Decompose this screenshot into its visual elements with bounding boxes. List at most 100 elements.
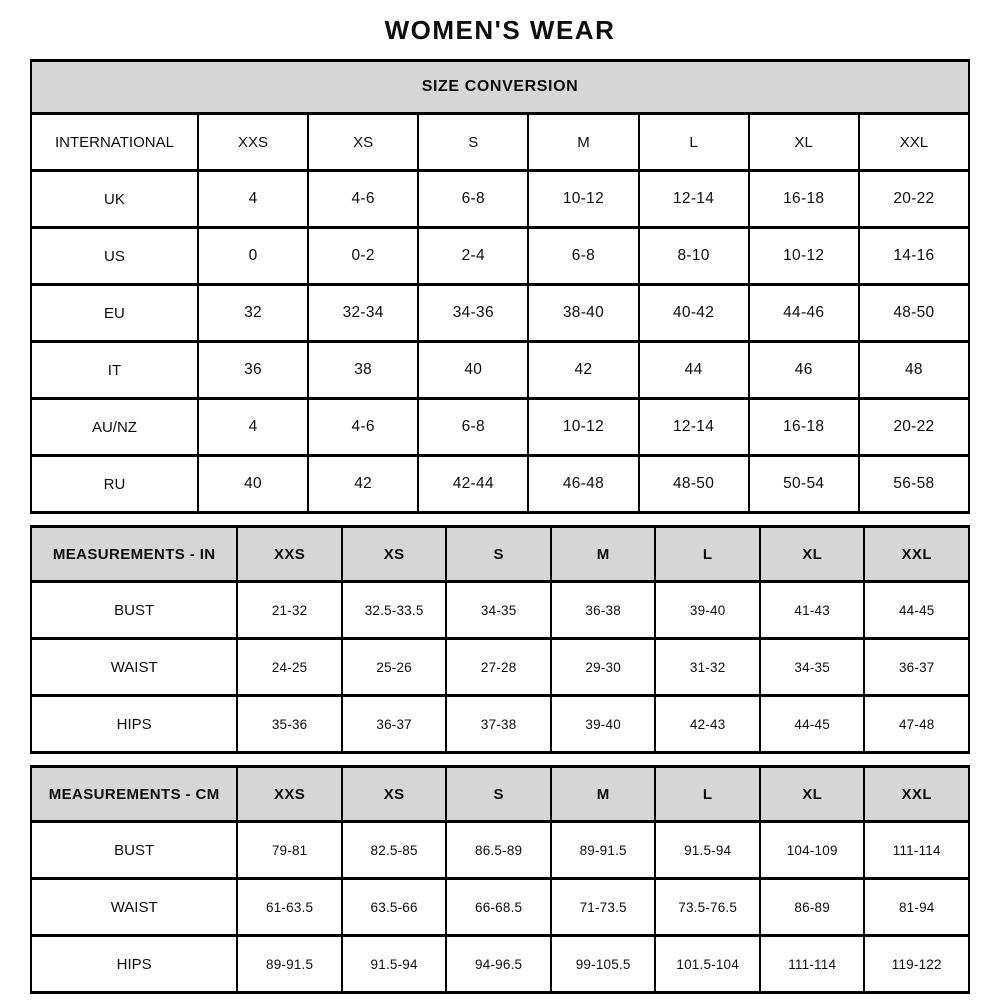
measurements-in-waist-l: 31-32 bbox=[654, 637, 761, 697]
measurements-in-bust-xxs: 21-32 bbox=[236, 580, 343, 640]
size-conversion-label-au-nz: AU/NZ bbox=[30, 397, 199, 457]
size-conversion-row-it: IT 36 38 40 42 44 46 48 bbox=[30, 340, 971, 400]
measurements-in-waist-s: 27-28 bbox=[445, 637, 552, 697]
measurements-cm-hips-m: 99-105.5 bbox=[549, 934, 657, 994]
measurements-cm-bust-xxs: 79-81 bbox=[236, 820, 343, 880]
size-conversion-us-l: 8-10 bbox=[637, 226, 750, 286]
measurements-cm-row-bust: BUST 79-81 82.5-85 86.5-89 89-91.5 91.5-94 104… bbox=[29, 820, 970, 880]
measurements-in-hips-xs: 36-37 bbox=[340, 694, 448, 754]
measurements-cm-bust-l: 91.5-94 bbox=[654, 820, 761, 880]
size-conversion-uk-xs: 4-6 bbox=[307, 169, 420, 229]
size-conversion-label-us: US bbox=[30, 226, 199, 286]
measurements-in-waist-xxl: 36-37 bbox=[863, 637, 970, 697]
size-conversion-it-xl: 46 bbox=[747, 340, 860, 400]
measurements-in-waist-xl: 34-35 bbox=[758, 637, 866, 697]
measurements-cm-bust-s: 86.5-89 bbox=[445, 820, 552, 880]
size-conversion-label-ru: RU bbox=[30, 454, 199, 514]
size-conversion-uk-s: 6-8 bbox=[417, 169, 530, 229]
size-conversion-eu-xl: 44-46 bbox=[747, 283, 860, 343]
measurements-in-hips-xxl: 47-48 bbox=[863, 694, 970, 754]
size-conversion-row-uk: UK 4 4-6 6-8 10-12 12-14 16-18 20-22 bbox=[30, 169, 971, 229]
measurements-in-label-waist: WAIST bbox=[29, 637, 239, 697]
size-conversion-header-xxs: XXS bbox=[196, 112, 310, 172]
size-conversion-uk-l: 12-14 bbox=[637, 169, 750, 229]
size-conversion-us-xl: 10-12 bbox=[747, 226, 860, 286]
size-conversion-header-xxl: XXL bbox=[857, 112, 971, 172]
size-conversion-it-m: 42 bbox=[527, 340, 640, 400]
measurements-in-label-hips: HIPS bbox=[29, 694, 239, 754]
size-conversion-banner: SIZE CONVERSION bbox=[30, 59, 970, 115]
size-conversion-ru-l: 48-50 bbox=[637, 454, 750, 514]
measurements-in-header-m: M bbox=[549, 525, 657, 583]
size-conversion-us-xs: 0-2 bbox=[307, 226, 420, 286]
measurements-cm-waist-s: 66-68.5 bbox=[445, 877, 552, 937]
measurements-in-hips-m: 39-40 bbox=[549, 694, 657, 754]
measurements-in-bust-xl: 41-43 bbox=[758, 580, 866, 640]
size-conversion-table: SIZE CONVERSION INTERNATIONAL XXS XS S M L XL XX… bbox=[30, 59, 971, 514]
size-conversion-header-xl: XL bbox=[747, 112, 860, 172]
size-conversion-it-s: 40 bbox=[417, 340, 530, 400]
measurements-cm-waist-xxl: 81-94 bbox=[863, 877, 970, 937]
size-conversion-header-m: M bbox=[527, 112, 640, 172]
measurements-cm-bust-xxl: 111-114 bbox=[863, 820, 970, 880]
size-conversion-it-xs: 38 bbox=[307, 340, 420, 400]
size-conversion-eu-m: 38-40 bbox=[527, 283, 640, 343]
measurements-in-table: MEASUREMENTS - IN XXS XS S M L XL XXL BUST 21-32 3… bbox=[29, 525, 970, 754]
measurements-cm-waist-xs: 63.5-66 bbox=[340, 877, 448, 937]
measurements-cm-label-hips: HIPS bbox=[29, 934, 239, 994]
measurements-cm-hips-s: 94-96.5 bbox=[445, 934, 552, 994]
measurements-cm-bust-m: 89-91.5 bbox=[549, 820, 657, 880]
measurements-cm-header-xxl: XXL bbox=[863, 765, 970, 823]
measurements-in-header-s: S bbox=[445, 525, 552, 583]
measurements-cm-hips-xxl: 119-122 bbox=[863, 934, 970, 994]
measurements-cm-label-waist: WAIST bbox=[29, 877, 239, 937]
measurements-cm-header-xl: XL bbox=[758, 765, 866, 823]
size-conversion-label-uk: UK bbox=[30, 169, 199, 229]
size-conversion-uk-m: 10-12 bbox=[527, 169, 640, 229]
size-conversion-au-nz-xxl: 20-22 bbox=[857, 397, 971, 457]
measurements-in-header-xs: XS bbox=[340, 525, 448, 583]
size-conversion-it-xxl: 48 bbox=[857, 340, 971, 400]
measurements-in-header-xxl: XXL bbox=[863, 525, 970, 583]
size-conversion-uk-xl: 16-18 bbox=[747, 169, 860, 229]
size-conversion-eu-s: 34-36 bbox=[417, 283, 530, 343]
measurements-in-bust-m: 36-38 bbox=[549, 580, 657, 640]
size-conversion-eu-xxs: 32 bbox=[196, 283, 310, 343]
measurements-in-waist-xxs: 24-25 bbox=[236, 637, 343, 697]
measurements-cm-hips-xs: 91.5-94 bbox=[340, 934, 448, 994]
measurements-in-row-waist: WAIST 24-25 25-26 27-28 29-30 31-32 34-35 36-37 bbox=[29, 637, 970, 697]
size-conversion-ru-xs: 42 bbox=[307, 454, 420, 514]
size-conversion-au-nz-xxs: 4 bbox=[196, 397, 310, 457]
size-conversion-ru-m: 46-48 bbox=[527, 454, 640, 514]
size-conversion-it-l: 44 bbox=[637, 340, 750, 400]
measurements-cm-header-xxs: XXS bbox=[236, 765, 343, 823]
measurements-in-waist-xs: 25-26 bbox=[340, 637, 448, 697]
size-conversion-header-s: S bbox=[417, 112, 530, 172]
size-conversion-ru-xxl: 56-58 bbox=[857, 454, 971, 514]
measurements-in-header-xxs: XXS bbox=[236, 525, 343, 583]
size-conversion-eu-xxl: 48-50 bbox=[857, 283, 971, 343]
measurements-in-bust-xxl: 44-45 bbox=[863, 580, 970, 640]
measurements-cm-header-s: S bbox=[445, 765, 552, 823]
measurements-cm-table: MEASUREMENTS - CM XXS XS S M L XL XXL BUST 79-81 8… bbox=[29, 765, 970, 994]
size-conversion-ru-xl: 50-54 bbox=[747, 454, 860, 514]
measurements-cm-bust-xs: 82.5-85 bbox=[340, 820, 448, 880]
size-conversion-row-eu: EU 32 32-34 34-36 38-40 40-42 44-46 48-50 bbox=[30, 283, 971, 343]
size-conversion-row-ru: RU 40 42 42-44 46-48 48-50 50-54 56-58 bbox=[30, 454, 971, 514]
size-conversion-uk-xxl: 20-22 bbox=[857, 169, 971, 229]
size-conversion-au-nz-xs: 4-6 bbox=[307, 397, 420, 457]
size-conversion-us-xxs: 0 bbox=[196, 226, 310, 286]
size-conversion-us-s: 2-4 bbox=[417, 226, 530, 286]
measurements-in-header-measurements-in: MEASUREMENTS - IN bbox=[29, 525, 239, 583]
measurements-in-hips-xxs: 35-36 bbox=[236, 694, 343, 754]
measurements-cm-hips-xxs: 89-91.5 bbox=[236, 934, 343, 994]
size-conversion-label-it: IT bbox=[30, 340, 199, 400]
measurements-in-bust-xs: 32.5-33.5 bbox=[340, 580, 448, 640]
size-conversion-row-au-nz: AU/NZ 4 4-6 6-8 10-12 12-14 16-18 20-22 bbox=[30, 397, 971, 457]
measurements-cm-waist-m: 71-73.5 bbox=[549, 877, 657, 937]
measurements-cm-hips-l: 101.5-104 bbox=[654, 934, 761, 994]
measurements-in-row-hips: HIPS 35-36 36-37 37-38 39-40 42-43 44-45 47-48 bbox=[29, 694, 970, 754]
measurements-cm-label-bust: BUST bbox=[29, 820, 239, 880]
measurements-in-row-bust: BUST 21-32 32.5-33.5 34-35 36-38 39-40 41-43 44… bbox=[29, 580, 970, 640]
